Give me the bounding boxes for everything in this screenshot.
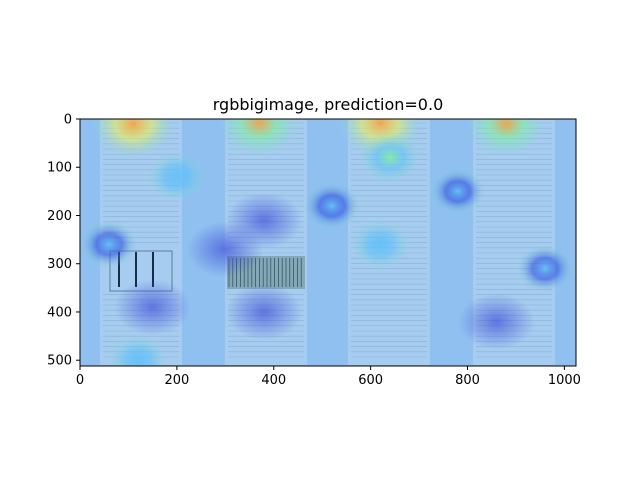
x-tick-label: 0 bbox=[76, 373, 84, 388]
plot-area bbox=[80, 119, 576, 366]
y-tick-label: 200 bbox=[47, 209, 72, 224]
x-tick-label: 800 bbox=[455, 373, 480, 388]
heatmap-hotspot bbox=[146, 151, 207, 202]
y-tick-label: 400 bbox=[47, 305, 72, 320]
heatmap-hotspot bbox=[218, 119, 300, 157]
plot-frame bbox=[79, 118, 577, 367]
x-tick-label: 1000 bbox=[548, 373, 581, 388]
heatmap-hotspot bbox=[467, 119, 546, 157]
heatmap-hotspot bbox=[358, 131, 422, 184]
heatmap-hotspot bbox=[91, 119, 176, 159]
x-tick-label: 400 bbox=[261, 373, 286, 388]
heatmap-coldspot bbox=[187, 221, 264, 278]
y-tick-label: 300 bbox=[47, 257, 72, 272]
y-tick-label: 500 bbox=[47, 354, 72, 369]
chart-title: rgbbigimage, prediction=0.0 bbox=[213, 95, 444, 114]
heatmap-coldspot bbox=[114, 279, 191, 336]
heatmap-coldspot bbox=[458, 293, 535, 350]
heatmap-coldspot bbox=[226, 283, 303, 340]
heatmap-hotspot bbox=[303, 181, 361, 230]
heatmap-hotspot bbox=[430, 168, 486, 215]
y-tick-label: 0 bbox=[64, 113, 72, 128]
y-tick-label: 100 bbox=[47, 161, 72, 176]
heatmap-hotspot bbox=[80, 220, 138, 269]
heatmap-hotspot bbox=[516, 244, 574, 293]
y-axis: 0 100 200 300 400 500 bbox=[47, 113, 80, 369]
x-tick-label: 600 bbox=[358, 373, 383, 388]
heatmap-hotspot bbox=[350, 219, 411, 270]
x-axis: 0 200 400 600 800 1000 bbox=[76, 366, 581, 388]
x-tick-label: 200 bbox=[164, 373, 189, 388]
heatmap-hotspot bbox=[108, 335, 169, 366]
heatmap-overlay bbox=[80, 119, 574, 366]
